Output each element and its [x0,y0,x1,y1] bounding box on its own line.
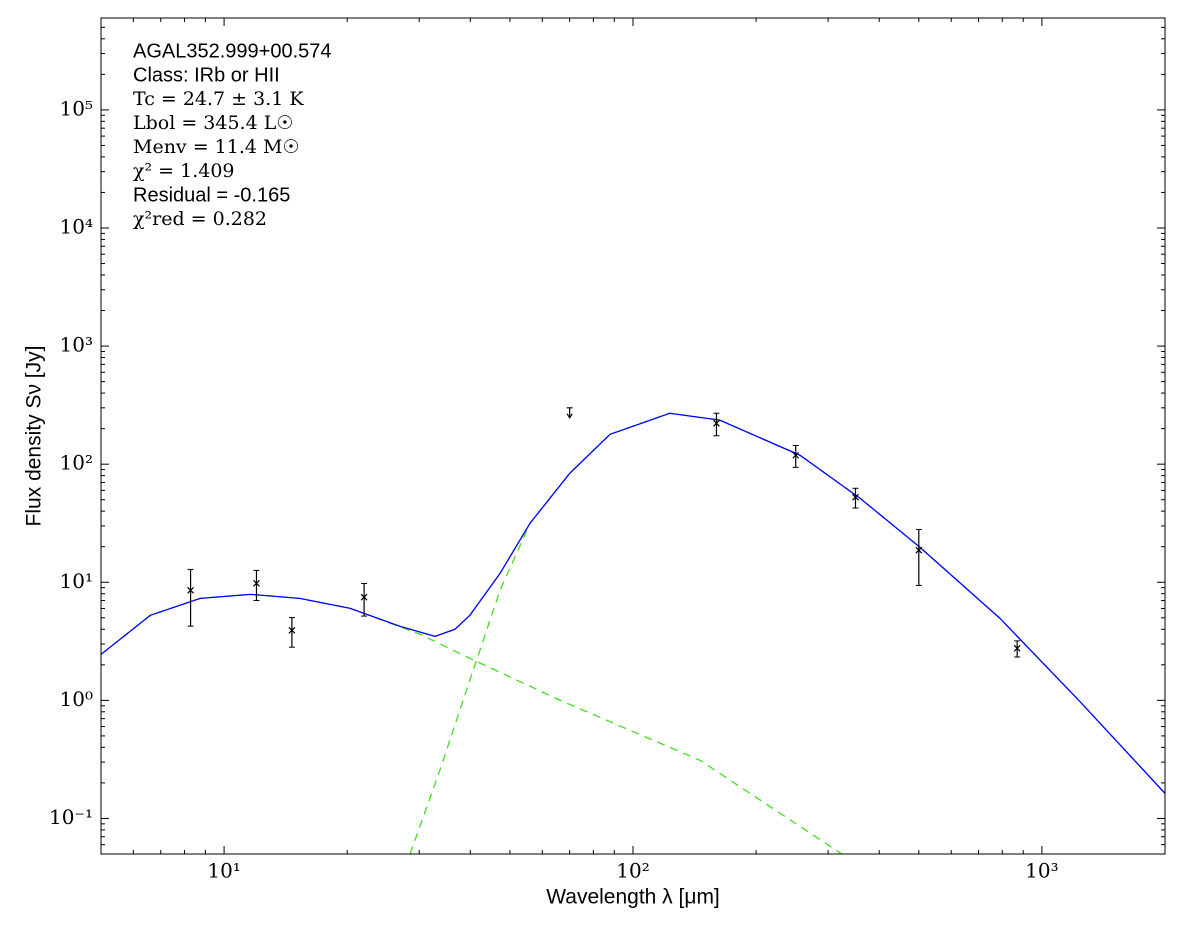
annotation: χ² = 1.409 [133,160,235,182]
annotation: Residual = -0.165 [133,184,290,206]
data-point [253,579,260,587]
x-tick-label: 10² [616,859,649,883]
data-point [1013,644,1021,652]
y-axis-label: Flux density Sν [Jy] [23,346,46,527]
upper-limit [566,407,573,419]
annotation: Tc = 24.7 ± 3.1 K [133,88,304,110]
plot-frame [100,17,1166,855]
y-tick-label: 10³ [60,333,93,357]
x-tick-label: 10¹ [207,859,240,883]
y-tick-label: 10⁵ [60,96,93,120]
x-axis-label: Wavelength λ [μm] [546,886,720,909]
annotation: Class: IRb or HII [133,64,280,86]
data-point [792,451,800,459]
data-point [288,626,296,634]
x-tick-label: 10³ [1025,859,1058,883]
data-point [360,593,368,601]
annotation: Menv = 11.4 M☉ [133,136,300,158]
data-point [187,586,194,594]
data-point [713,419,720,427]
data-point [915,546,923,554]
y-tick-label: 10¹ [60,569,93,593]
y-tick-label: 10⁻¹ [49,805,93,829]
y-tick-label: 10⁴ [60,214,93,238]
annotation: AGAL352.999+00.574 [133,40,332,62]
annotation: χ²red = 0.282 [133,208,267,230]
model-line [101,412,1165,794]
y-tick-label: 10² [60,451,93,475]
y-tick-label: 10⁰ [60,687,93,711]
data-point [852,493,859,501]
plot-area [101,412,1165,854]
annotation: Lbol = 345.4 L☉ [133,112,293,134]
